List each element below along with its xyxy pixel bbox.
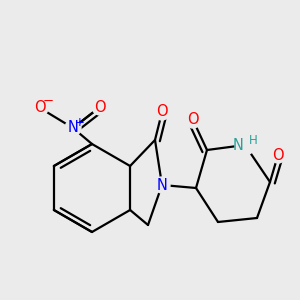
- Circle shape: [154, 104, 170, 120]
- Circle shape: [235, 135, 255, 155]
- Text: −: −: [42, 94, 54, 107]
- Circle shape: [65, 120, 81, 136]
- Circle shape: [270, 147, 286, 163]
- Text: N: N: [232, 137, 243, 152]
- Text: O: O: [272, 148, 284, 163]
- Circle shape: [185, 112, 201, 128]
- Text: O: O: [94, 100, 106, 115]
- Text: +: +: [75, 116, 85, 128]
- Text: O: O: [156, 104, 168, 119]
- Text: O: O: [34, 100, 46, 116]
- Circle shape: [32, 100, 48, 116]
- Circle shape: [154, 177, 170, 193]
- Text: O: O: [187, 112, 199, 128]
- Circle shape: [92, 99, 108, 115]
- Text: N: N: [157, 178, 167, 193]
- Text: H: H: [249, 134, 258, 148]
- Text: N: N: [68, 121, 78, 136]
